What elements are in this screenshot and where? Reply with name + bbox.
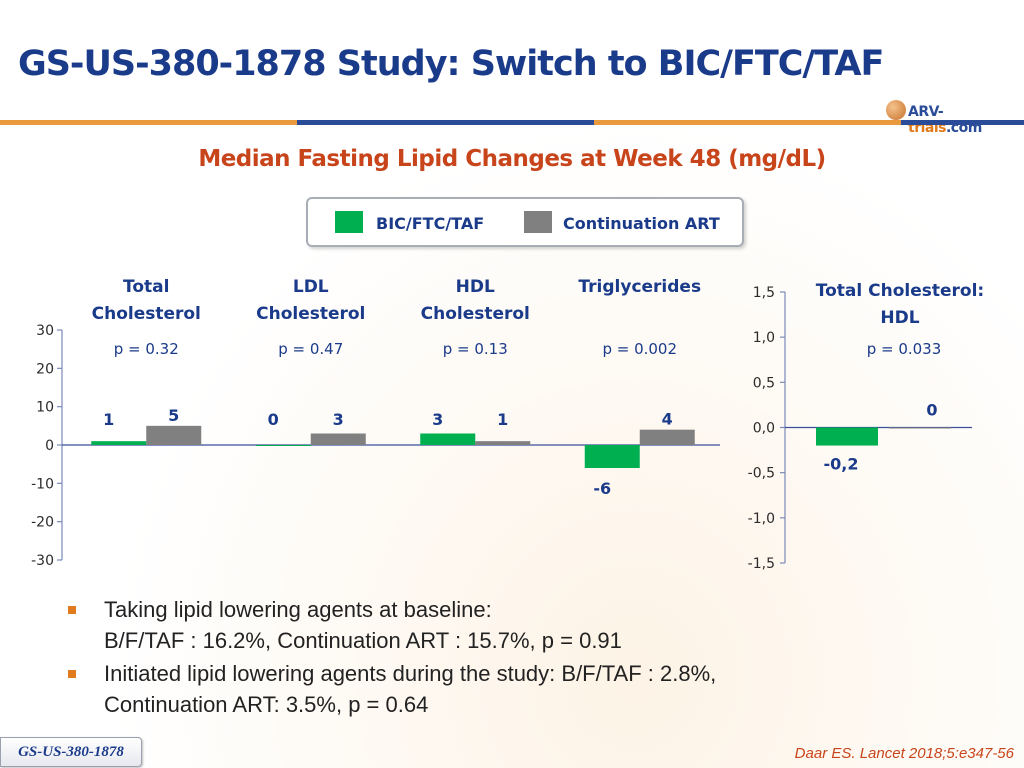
bullet-marker xyxy=(68,606,76,614)
data-label: -0,2 xyxy=(824,455,859,474)
legend-swatch-bic-ftc-taf xyxy=(335,211,363,233)
legend-swatch-continuation-art xyxy=(524,211,552,233)
p-value-label: p = 0.47 xyxy=(278,340,343,358)
p-value-label: p = 0.32 xyxy=(114,340,179,358)
y-tick-label: -1,0 xyxy=(748,511,775,527)
y-tick-label: -1,5 xyxy=(748,556,775,572)
data-label: 0 xyxy=(926,401,937,420)
category-label: HDL xyxy=(456,277,495,297)
bullet-line: Taking lipid lowering agents at baseline… xyxy=(104,597,492,622)
legend-label-bic-ftc-taf: BIC/FTC/TAF xyxy=(376,214,485,233)
bar-bic-ftc-taf xyxy=(584,445,640,468)
y-tick-label: 0,5 xyxy=(753,375,775,391)
chart-subtitle: Median Fasting Lipid Changes at Week 48 … xyxy=(198,146,826,172)
y-tick-label: 20 xyxy=(36,361,54,377)
legend-label-continuation-art: Continuation ART xyxy=(563,214,720,233)
data-label: 3 xyxy=(333,410,344,429)
bar-continuation-art xyxy=(639,429,695,445)
bullet-marker xyxy=(68,670,76,678)
bullet-line: Initiated lipid lowering agents during t… xyxy=(104,661,717,686)
bullet-baseline-agents: Taking lipid lowering agents at baseline… xyxy=(66,594,966,656)
bar-continuation-art xyxy=(310,433,366,445)
y-tick-label: -30 xyxy=(31,553,54,569)
header-divider xyxy=(0,120,1024,125)
data-label: 3 xyxy=(432,410,443,429)
bar-continuation-art xyxy=(475,441,531,445)
study-tag: GS-US-380-1878 xyxy=(0,737,142,767)
data-label: -6 xyxy=(593,479,611,498)
y-tick-label: -0,5 xyxy=(748,466,775,482)
category-label: Cholesterol xyxy=(92,304,201,324)
category-label: Total xyxy=(123,277,169,297)
y-tick-label: -20 xyxy=(31,515,54,531)
y-tick-label: 0,0 xyxy=(753,421,775,437)
y-tick-label: 30 xyxy=(36,323,54,339)
bar-continuation-art xyxy=(146,425,202,445)
y-tick-label: 0 xyxy=(45,438,54,454)
category-label: Triglycerides xyxy=(578,277,701,297)
category-label: LDL xyxy=(293,277,329,297)
bullet-list: Taking lipid lowering agents at baseline… xyxy=(66,594,966,722)
p-value-label: p = 0.033 xyxy=(867,340,942,358)
category-label: Cholesterol xyxy=(256,304,365,324)
bullet-line: Continuation ART: 3.5%, p = 0.64 xyxy=(104,692,429,717)
bullet-line: B/F/TAF : 16.2%, Continuation ART : 15.7… xyxy=(104,628,622,653)
y-tick-label: 1,5 xyxy=(753,285,775,301)
data-label: 1 xyxy=(103,410,114,429)
bar-continuation-art xyxy=(889,427,951,429)
bar-bic-ftc-taf xyxy=(91,441,147,445)
data-label: 1 xyxy=(497,410,508,429)
chart-title: HDL xyxy=(880,308,919,328)
logo-icon xyxy=(886,100,906,120)
data-label: 5 xyxy=(168,406,179,425)
bullet-initiated-agents: Initiated lipid lowering agents during t… xyxy=(66,658,966,720)
chart-title: Total Cholesterol: xyxy=(816,281,984,301)
citation: Daar ES. Lancet 2018;5:e347-56 xyxy=(794,745,1014,762)
bar-bic-ftc-taf xyxy=(816,427,878,446)
y-tick-label: 1,0 xyxy=(753,330,775,346)
chart-legend: BIC/FTC/TAF Continuation ART xyxy=(306,197,744,247)
y-tick-label: 10 xyxy=(36,400,54,416)
category-label: Cholesterol xyxy=(421,304,530,324)
page-title: GS-US-380-1878 Study: Switch to BIC/FTC/… xyxy=(18,44,884,84)
data-label: 4 xyxy=(662,410,673,429)
bar-bic-ftc-taf xyxy=(255,445,311,446)
y-tick-label: -10 xyxy=(31,476,54,492)
data-label: 0 xyxy=(268,410,279,429)
p-value-label: p = 0.13 xyxy=(443,340,508,358)
bar-bic-ftc-taf xyxy=(420,433,476,445)
p-value-label: p = 0.002 xyxy=(602,340,677,358)
